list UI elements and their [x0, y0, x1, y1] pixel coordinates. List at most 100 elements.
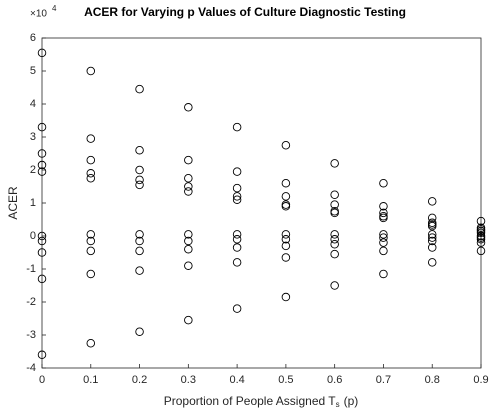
point — [86, 246, 96, 256]
y-tick-label: 2 — [30, 164, 36, 176]
point — [379, 233, 388, 242]
point — [427, 213, 437, 223]
point — [232, 243, 242, 252]
point — [37, 48, 47, 58]
chart-title: ACER for Varying p Values of Culture Dia… — [84, 5, 406, 19]
point — [135, 246, 144, 256]
y-tick-label: -3 — [26, 329, 36, 341]
point — [232, 235, 242, 244]
point — [232, 167, 242, 176]
point — [135, 266, 144, 275]
point — [281, 292, 291, 302]
point — [330, 230, 339, 239]
point — [184, 261, 193, 270]
point — [427, 221, 437, 231]
point — [330, 249, 339, 259]
point — [427, 258, 437, 267]
point — [476, 238, 486, 247]
point — [37, 350, 47, 360]
x-tick-label: 0.5 — [278, 374, 293, 386]
x-axis-label: Proportion of People Assigned Ts (p) — [164, 394, 359, 409]
point — [330, 208, 339, 218]
point — [379, 269, 388, 279]
point — [184, 155, 193, 165]
point — [184, 315, 193, 325]
point — [86, 169, 96, 178]
point — [37, 231, 47, 241]
point — [86, 155, 96, 165]
point — [86, 339, 96, 348]
y-tick-label: -2 — [26, 296, 36, 308]
point — [427, 243, 437, 252]
point — [281, 178, 291, 188]
x-tick-label: 0.6 — [327, 374, 342, 386]
point — [330, 200, 339, 209]
point — [135, 145, 144, 155]
point — [379, 238, 388, 247]
point — [135, 180, 144, 190]
point — [281, 202, 291, 211]
x-tick-label: 0.4 — [229, 374, 244, 386]
point — [232, 304, 242, 313]
point — [281, 192, 291, 201]
x-tick-label: 0.7 — [376, 374, 391, 386]
point — [281, 140, 291, 150]
point — [86, 173, 96, 183]
point — [37, 236, 47, 246]
point — [37, 149, 47, 158]
y-exponent-base: ×10 — [30, 9, 47, 20]
point — [427, 236, 437, 246]
point — [330, 281, 339, 290]
point — [135, 230, 144, 239]
point — [427, 233, 437, 242]
x-tick-label: 0.1 — [83, 374, 98, 386]
x-tick-label: 0 — [39, 374, 45, 386]
point — [281, 253, 291, 262]
point — [184, 182, 193, 191]
point — [135, 175, 144, 185]
point — [135, 236, 144, 246]
point — [37, 167, 47, 176]
point — [232, 230, 242, 239]
y-tick-label: 0 — [30, 230, 36, 242]
y-exponent: 4 — [52, 4, 57, 13]
y-tick-label: -1 — [26, 263, 36, 275]
point — [379, 213, 388, 223]
point — [86, 236, 96, 246]
point — [379, 202, 388, 211]
point — [86, 134, 96, 143]
point — [476, 216, 486, 226]
point — [184, 103, 193, 112]
point — [184, 173, 193, 183]
point — [135, 165, 144, 175]
point — [184, 244, 193, 254]
point — [86, 230, 96, 239]
point — [184, 187, 193, 196]
y-tick-label: 3 — [30, 131, 36, 143]
x-axis-label-suffix: (p) — [344, 394, 359, 408]
point — [232, 183, 242, 193]
x-tick-label: 0.9 — [473, 374, 488, 386]
x-axis-label-subscript: s — [336, 400, 340, 409]
point — [86, 66, 96, 76]
y-tick-label: 4 — [30, 98, 36, 110]
x-tick-label: 0.3 — [181, 374, 196, 386]
point — [330, 190, 339, 199]
point — [379, 208, 388, 218]
y-tick-label: 6 — [30, 32, 36, 44]
plot-area — [41, 37, 482, 369]
point — [281, 235, 291, 244]
point — [232, 258, 242, 267]
point — [37, 122, 47, 132]
point — [330, 159, 339, 168]
point — [379, 178, 388, 188]
point — [476, 235, 486, 244]
point — [232, 122, 242, 132]
point — [86, 269, 96, 279]
point — [232, 192, 242, 201]
point — [476, 246, 486, 256]
point — [379, 246, 388, 256]
point — [135, 327, 144, 336]
x-axis-label-main: Proportion of People Assigned T — [164, 394, 337, 408]
